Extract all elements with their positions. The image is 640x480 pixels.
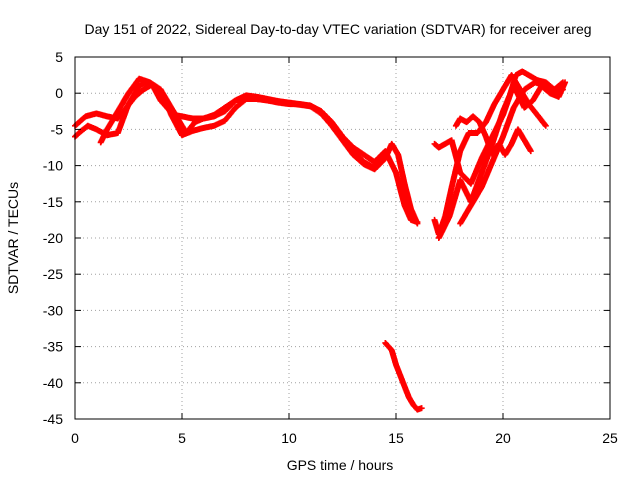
series-segment [389,141,401,157]
series-segment [104,109,121,132]
series-segment [351,145,366,158]
series-segment [492,87,506,107]
series-segment [124,94,138,110]
series-segment [212,105,227,118]
x-tick-label: 25 [602,430,618,446]
series-segment [351,152,366,167]
series-segment [442,185,455,219]
x-tick-label: 15 [388,430,404,446]
series-segment [457,131,472,154]
series-segment [509,73,523,92]
series-segment [448,149,463,190]
x-tick-label: 10 [281,430,297,446]
data-point [542,122,549,129]
y-tick-label: -15 [43,194,63,210]
y-tick-label: 5 [55,49,63,65]
series-segment [393,171,408,208]
series-segment [372,156,388,172]
series-segment [483,102,497,125]
series-segment [233,96,249,110]
x-tick-label: 5 [178,430,186,446]
tick-marks [74,56,611,420]
series-segment [158,87,174,117]
y-tick-label: 0 [55,85,63,101]
series-segment [318,111,334,128]
series-segment [222,98,238,110]
chart-title: Day 151 of 2022, Sidereal Day-to-day VTE… [84,21,591,37]
series-segment [168,112,185,138]
y-tick-label: -45 [43,411,63,427]
series-segment [115,91,131,114]
series-segment [479,160,495,190]
x-axis-label: GPS time / hours [287,457,394,473]
series-segment [476,120,489,139]
data-point [559,86,566,93]
x-tick-label: 0 [71,430,79,446]
data-point [418,405,425,412]
y-tick-label: -40 [43,375,63,391]
series-segment [502,141,514,157]
series-segment [401,181,414,211]
series-track-i [457,79,566,227]
series-layer [72,68,569,413]
series-segment [308,103,324,116]
series-segment [500,105,517,139]
y-tick-label: -10 [43,158,63,174]
y-tick-label: -5 [51,121,64,137]
series-segment [446,178,463,219]
series-segment [126,76,142,96]
data-point [527,148,534,155]
series-track-c [97,75,421,227]
data-point [562,79,569,86]
series-segment [489,109,506,146]
series-track-d [382,339,425,413]
series-segment [511,87,527,110]
y-tick-label: -35 [43,339,63,355]
series-segment [535,112,549,128]
series-segment [408,207,420,226]
series-segment [489,134,506,164]
y-tick-label: -30 [43,302,63,318]
series-segment [522,80,538,92]
series-segment [147,80,163,92]
series-segment [436,214,452,240]
series-segment [395,152,408,186]
series-segment [222,105,238,123]
y-axis-label: SDTVAR / TECUs [5,182,21,294]
series-segment [340,138,356,157]
tick-labels: 0 5 10 15 20 25 5 0 -5 -10 -15 -20 -25 -30 -35 -40 -45 [43,49,618,446]
series-segment [515,127,527,143]
series-segment [457,203,474,226]
y-tick-label: -25 [43,266,63,282]
y-tick-label: -20 [43,230,63,246]
series-segment [522,138,534,154]
series-segment [468,185,484,208]
series-segment [72,114,88,128]
series-segment [468,156,485,186]
series-segment [402,203,414,222]
series-segment [329,123,345,143]
series-segment [115,105,129,121]
x-tick-label: 20 [495,430,511,446]
series-segment [98,127,110,145]
data-point [414,220,421,227]
